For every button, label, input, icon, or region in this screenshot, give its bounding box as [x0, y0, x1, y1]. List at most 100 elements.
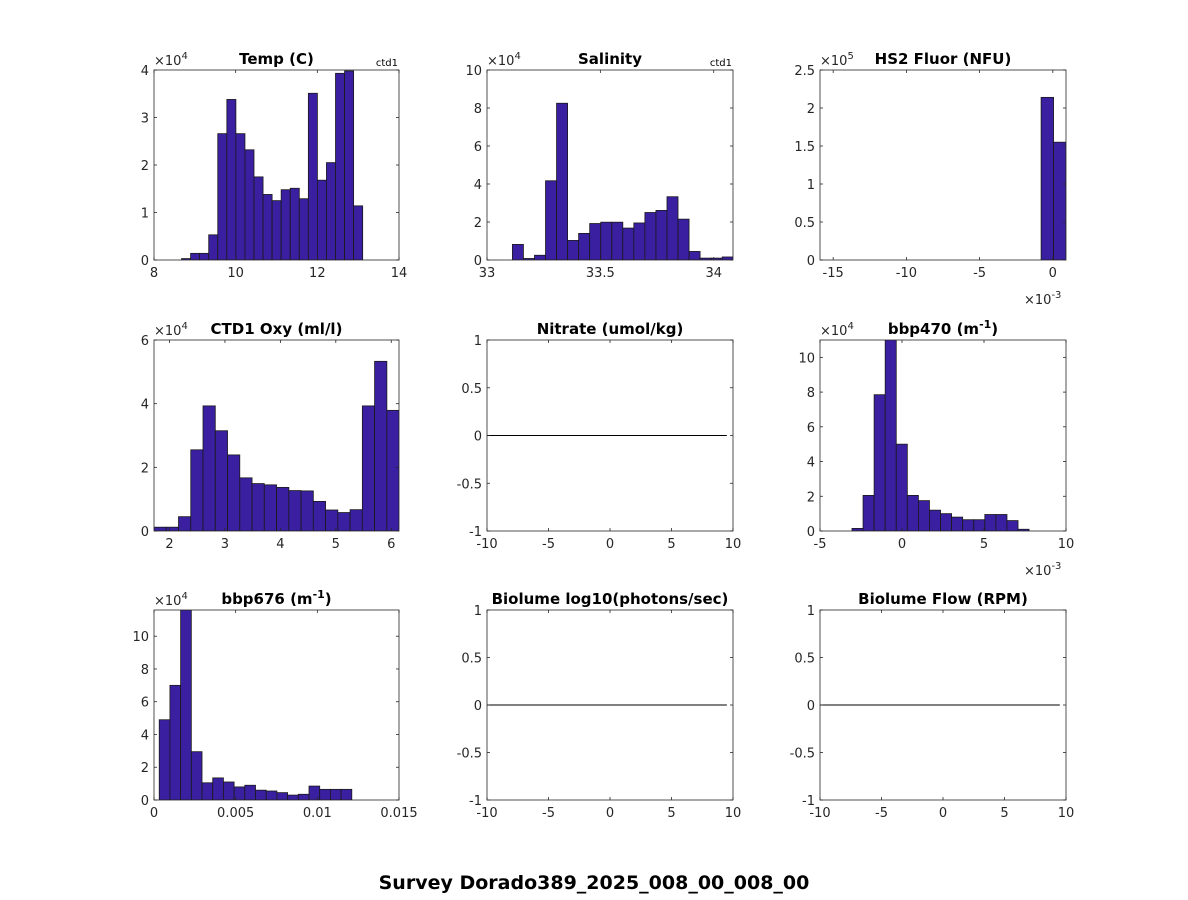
y-tick-label: 1	[141, 207, 149, 222]
histogram-bar	[951, 516, 964, 531]
histogram-bar	[973, 519, 986, 531]
histogram-bar	[227, 454, 241, 531]
axes-box	[486, 69, 734, 261]
histogram-bar	[374, 360, 388, 531]
x-tick-label: 10	[227, 266, 244, 281]
y-tick-label: 1	[807, 604, 815, 619]
x-tick-label: 5	[332, 537, 340, 552]
histogram-bar	[312, 500, 326, 531]
histogram-bar	[244, 149, 255, 260]
histogram-bar	[589, 223, 602, 260]
y-tick-label: -1	[469, 794, 482, 809]
instrument-note: ctd1	[710, 58, 732, 69]
y-tick-label: 0	[141, 525, 149, 540]
y-tick-label: 6	[807, 421, 815, 436]
y-exponent-label: ×104	[820, 321, 854, 339]
histogram-bar	[1040, 96, 1054, 260]
histogram-bar	[349, 509, 363, 531]
x-tick-label: -10	[476, 806, 497, 821]
histogram-bar	[316, 179, 327, 260]
histogram-bar	[534, 254, 546, 260]
x-tick-label: 0.005	[217, 806, 254, 821]
histogram-bar	[1017, 528, 1030, 531]
y-tick-label: 4	[807, 456, 815, 471]
y-tick-label: -0.5	[457, 477, 482, 492]
y-tick-label: 4	[141, 728, 149, 743]
x-tick-label: 5	[980, 537, 988, 552]
x-tick-label: 0.015	[380, 806, 417, 821]
y-tick-label: 2	[807, 102, 815, 117]
histogram-bar	[862, 494, 875, 531]
histogram-bar	[287, 794, 299, 800]
histogram-bar	[276, 486, 290, 531]
histogram-bar	[940, 513, 953, 531]
histogram-bar	[918, 500, 930, 531]
histogram-bar	[1006, 520, 1019, 531]
axes-box	[819, 339, 1067, 532]
subplot-8: -10 -5 0 5 10 -1 -0.5 0 0.5 1 Biolume log10(photon…	[457, 590, 742, 821]
histogram-bar	[212, 777, 224, 800]
histogram-bar	[906, 494, 919, 531]
histogram-bar	[655, 210, 668, 260]
y-tick-label: 0.5	[461, 382, 482, 397]
y-tick-label: -1	[469, 525, 482, 540]
y-tick-label: 8	[141, 663, 149, 678]
histogram-bar	[226, 99, 237, 260]
histogram-bar	[289, 187, 300, 260]
x-tick-label: -15	[823, 266, 844, 281]
histogram-bar	[633, 222, 646, 260]
data-layer	[181, 70, 364, 260]
y-tick-label: 0	[141, 254, 149, 269]
y-tick-label: 0	[807, 699, 815, 714]
histogram-bar	[298, 198, 309, 260]
histogram-bar	[688, 251, 701, 260]
x-tick-label: 10	[725, 537, 742, 552]
y-exponent-label: ×104	[154, 321, 188, 339]
y-tick-label: 0.5	[461, 652, 482, 667]
x-tick-label: 12	[309, 266, 326, 281]
histogram-bar	[169, 684, 182, 800]
x-tick-label: 33.5	[586, 266, 615, 281]
subplot-title: HS2 Fluor (NFU)	[875, 50, 1012, 68]
subplot-2: 33 33.5 34 0 2 4 6 8 10 ×104 Salinity ctd1	[465, 50, 734, 281]
y-tick-label: 1.5	[794, 140, 815, 155]
histogram-bar	[578, 232, 591, 260]
x-tick-label: 8	[150, 266, 158, 281]
y-tick-label: 2	[474, 216, 482, 231]
histogram-bar	[235, 133, 246, 260]
histogram-bar	[239, 477, 253, 531]
y-tick-label: -0.5	[790, 747, 815, 762]
histogram-bar	[335, 72, 345, 260]
y-tick-label: 0	[474, 699, 482, 714]
x-tick-label: -10	[896, 266, 917, 281]
histogram-bar	[873, 394, 886, 531]
y-tick-label: 0	[807, 254, 815, 269]
y-tick-label: 0	[474, 430, 482, 445]
y-tick-label: 2	[141, 159, 149, 174]
histogram-bar	[276, 792, 289, 800]
x-tick-label: 0	[606, 537, 614, 552]
subplot-9: -10 -5 0 5 10 -1 -0.5 0 0.5 1 Biolume Flow (RPM)	[790, 590, 1075, 821]
histogram-bar	[154, 526, 167, 531]
y-tick-label: 6	[141, 696, 149, 711]
x-tick-label: -5	[973, 266, 986, 281]
y-tick-label: 0.5	[794, 652, 815, 667]
x-tick-label: 4	[276, 537, 284, 552]
y-tick-label: 10	[132, 630, 149, 645]
histogram-bar	[962, 519, 975, 531]
histogram-bar	[280, 189, 291, 260]
histogram-bar	[622, 227, 635, 260]
subplot-title: Biolume log10(photons/sec)	[492, 590, 729, 608]
y-tick-label: 10	[798, 351, 815, 366]
histogram-bar	[265, 790, 278, 800]
x-tick-label: 0	[1049, 266, 1057, 281]
x-tick-label: 3	[221, 537, 229, 552]
histogram-bar	[511, 244, 524, 260]
histogram-bar	[223, 781, 235, 800]
histogram-bar	[300, 490, 314, 531]
x-tick-label: 34	[705, 266, 722, 281]
y-tick-label: 8	[807, 386, 815, 401]
histogram-bar	[895, 443, 908, 531]
